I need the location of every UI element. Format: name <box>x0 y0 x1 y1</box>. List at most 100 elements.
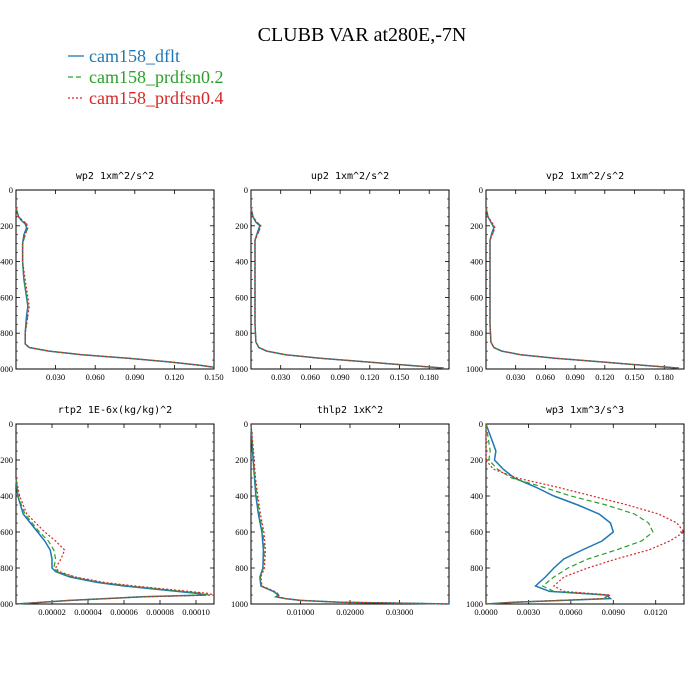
series-line-cam158_dflt <box>250 423 450 605</box>
panel-title: up2 1xm^2/s^2 <box>311 171 389 182</box>
series-line-cam158_dflt <box>250 207 445 369</box>
x-tick-label: 0.00002 <box>38 607 66 617</box>
y-tick-label: 0 <box>244 419 248 429</box>
y-tick-label: 400 <box>0 491 13 501</box>
y-tick-label: 400 <box>470 491 483 501</box>
x-tick-label: 0.01000 <box>287 607 315 617</box>
plot-frame <box>250 423 450 605</box>
x-tick-label: 0.090 <box>125 372 144 382</box>
y-tick-label: 600 <box>0 292 13 302</box>
x-tick-label: 0.00004 <box>74 607 102 617</box>
x-tick-label: 0.150 <box>204 372 223 382</box>
legend: cam158_dflt cam158_prdfsn0.2 cam158_prdf… <box>68 46 223 108</box>
x-tick-label: 0.120 <box>595 372 614 382</box>
x-tick-label: 0.0120 <box>644 607 667 617</box>
x-tick-label: 0.030 <box>46 372 65 382</box>
x-tick-label: 0.120 <box>360 372 379 382</box>
y-tick-label: 400 <box>470 257 483 267</box>
panel-title: wp3 1xm^3/s^3 <box>546 405 624 416</box>
panel-title: thlp2 1xK^2 <box>317 405 383 416</box>
panel-title: wp2 1xm^2/s^2 <box>76 171 154 182</box>
series-line-cam158_dflt <box>15 207 215 368</box>
series-line-cam158_prdfsn0.4 <box>15 207 215 368</box>
y-tick-label: 600 <box>470 527 483 537</box>
y-tick-label: 400 <box>0 257 13 267</box>
y-tick-label: 1000 <box>0 364 13 374</box>
y-tick-label: 800 <box>470 328 483 338</box>
y-tick-label: 0 <box>479 185 483 195</box>
y-tick-label: 600 <box>235 527 248 537</box>
y-tick-label: 600 <box>0 527 13 537</box>
x-tick-label: 0.090 <box>566 372 585 382</box>
y-tick-label: 800 <box>470 563 483 573</box>
panel-5: thlp2 1xK^2 0 200 400 600 800 1000 0.01000 0.020… <box>231 405 450 617</box>
panel-title: vp2 1xm^2/s^2 <box>546 171 624 182</box>
series-line-cam158_prdfsn0.4 <box>250 423 450 605</box>
series-line-cam158_prdfsn0.4 <box>485 207 680 369</box>
x-tick-label: 0.120 <box>165 372 184 382</box>
series-line-cam158_prdfsn0.2 <box>485 423 654 605</box>
y-tick-label: 0 <box>9 419 13 429</box>
panel-3: vp2 1xm^2/s^2 0 200 400 600 800 1000 0.030 0.060… <box>466 171 685 382</box>
y-tick-label: 800 <box>235 563 248 573</box>
plot-frame <box>15 423 215 605</box>
series-line-cam158_dflt <box>15 477 206 605</box>
y-tick-label: 800 <box>0 328 13 338</box>
panels: wp2 1xm^2/s^2 0 200 400 600 800 1000 0.030 0.060… <box>0 171 685 617</box>
y-tick-label: 1000 <box>231 364 248 374</box>
y-tick-label: 1000 <box>466 364 483 374</box>
x-tick-label: 0.0090 <box>602 607 625 617</box>
x-tick-label: 0.090 <box>331 372 350 382</box>
y-tick-label: 400 <box>235 491 248 501</box>
legend-label-prdfsn02: cam158_prdfsn0.2 <box>89 67 223 87</box>
panel-1: wp2 1xm^2/s^2 0 200 400 600 800 1000 0.030 0.060… <box>0 171 224 382</box>
series-line-cam158_prdfsn0.4 <box>250 207 445 369</box>
series-line-cam158_prdfsn0.2 <box>15 207 215 368</box>
x-tick-label: 0.150 <box>390 372 409 382</box>
x-tick-label: 0.060 <box>86 372 105 382</box>
series-line-cam158_prdfsn0.2 <box>250 423 450 605</box>
x-tick-label: 0.180 <box>420 372 439 382</box>
y-tick-label: 600 <box>470 292 483 302</box>
legend-label-dflt: cam158_dflt <box>89 46 180 66</box>
legend-entry-prdfsn04: cam158_prdfsn0.4 <box>68 88 223 108</box>
y-tick-label: 200 <box>0 455 13 465</box>
x-tick-label: 0.03000 <box>386 607 414 617</box>
y-tick-label: 1000 <box>231 599 248 609</box>
series-line-cam158_prdfsn0.2 <box>485 207 680 369</box>
series-line-cam158_prdfsn0.4 <box>15 477 215 605</box>
series-line-cam158_dflt <box>485 207 680 369</box>
legend-entry-prdfsn02: cam158_prdfsn0.2 <box>68 67 223 87</box>
y-tick-label: 200 <box>0 221 13 231</box>
x-tick-label: 0.00006 <box>110 607 138 617</box>
x-tick-label: 0.02000 <box>336 607 364 617</box>
x-tick-label: 0.0060 <box>559 607 582 617</box>
y-tick-label: 200 <box>235 221 248 231</box>
x-tick-label: 0.180 <box>655 372 674 382</box>
y-tick-label: 400 <box>235 257 248 267</box>
y-tick-label: 1000 <box>466 599 483 609</box>
panel-2: up2 1xm^2/s^2 0 200 400 600 800 1000 0.030 0.060… <box>231 171 450 382</box>
series-line-cam158_prdfsn0.2 <box>250 207 445 369</box>
figure-title: CLUBB VAR at280E,-7N <box>258 24 467 46</box>
legend-label-prdfsn04: cam158_prdfsn0.4 <box>89 88 223 108</box>
y-tick-label: 200 <box>470 221 483 231</box>
y-tick-label: 0 <box>9 185 13 195</box>
y-tick-label: 0 <box>244 185 248 195</box>
y-tick-label: 0 <box>479 419 483 429</box>
x-tick-label: 0.060 <box>301 372 320 382</box>
x-tick-label: 0.030 <box>271 372 290 382</box>
y-tick-label: 800 <box>0 563 13 573</box>
x-tick-label: 0.00008 <box>146 607 174 617</box>
x-tick-label: 0.060 <box>536 372 555 382</box>
panel-title: rtp2 1E-6x(kg/kg)^2 <box>58 405 172 416</box>
y-tick-label: 200 <box>235 455 248 465</box>
x-tick-label: 0.150 <box>625 372 644 382</box>
x-tick-label: 0.030 <box>506 372 525 382</box>
y-tick-label: 800 <box>235 328 248 338</box>
series-line-cam158_dflt <box>485 423 615 605</box>
y-tick-label: 200 <box>470 455 483 465</box>
x-tick-label: 0.0030 <box>517 607 540 617</box>
